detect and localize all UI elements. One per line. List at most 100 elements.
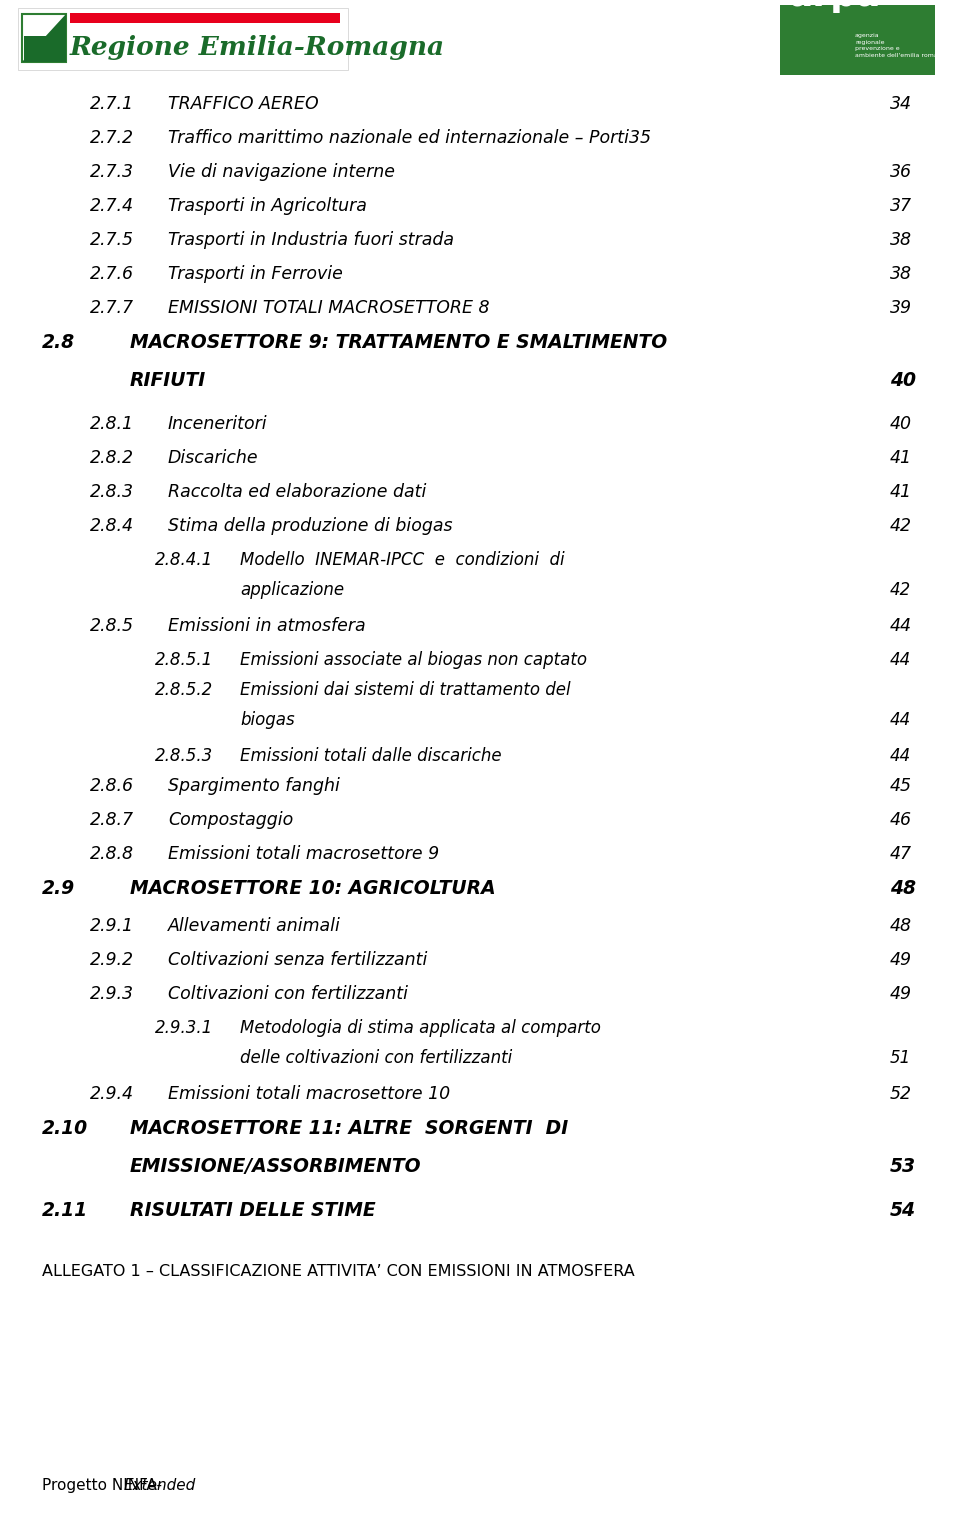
Text: EMISSIONE/ASSORBIMENTO: EMISSIONE/ASSORBIMENTO — [130, 1157, 421, 1176]
Text: 34: 34 — [890, 95, 912, 114]
Text: delle coltivazioni con fertilizzanti: delle coltivazioni con fertilizzanti — [240, 1049, 513, 1067]
Text: 2.9.4: 2.9.4 — [90, 1086, 134, 1104]
Text: 2.8.7: 2.8.7 — [90, 812, 134, 830]
Text: Emissioni dai sistemi di trattamento del: Emissioni dai sistemi di trattamento del — [240, 681, 570, 699]
Text: 2.11: 2.11 — [42, 1201, 88, 1220]
Text: 2.8.5: 2.8.5 — [90, 618, 134, 634]
Text: 2.9: 2.9 — [42, 880, 75, 898]
Text: RISULTATI DELLE STIME: RISULTATI DELLE STIME — [130, 1201, 375, 1220]
Text: Inceneritori: Inceneritori — [168, 415, 268, 433]
Text: MACROSETTORE 10: AGRICOLTURA: MACROSETTORE 10: AGRICOLTURA — [130, 880, 495, 898]
Text: 2.8.3: 2.8.3 — [90, 483, 134, 501]
Text: Emissioni in atmosfera: Emissioni in atmosfera — [168, 618, 366, 634]
Text: Stima della produzione di biogas: Stima della produzione di biogas — [168, 516, 452, 534]
Text: 2.8: 2.8 — [42, 333, 75, 351]
Text: 2.7.6: 2.7.6 — [90, 265, 134, 283]
Text: 38: 38 — [890, 265, 912, 283]
Text: 39: 39 — [890, 298, 912, 316]
Text: 2.8.6: 2.8.6 — [90, 777, 134, 795]
Text: 41: 41 — [890, 450, 912, 466]
Polygon shape — [22, 14, 66, 62]
Text: 2.7.4: 2.7.4 — [90, 197, 134, 215]
Text: 49: 49 — [890, 951, 912, 969]
Text: Trasporti in Agricoltura: Trasporti in Agricoltura — [168, 197, 367, 215]
Text: Vie di navigazione interne: Vie di navigazione interne — [168, 164, 395, 182]
Text: applicazione: applicazione — [240, 581, 344, 600]
Text: 2.7.5: 2.7.5 — [90, 232, 134, 248]
Text: 52: 52 — [890, 1086, 912, 1104]
Text: 36: 36 — [890, 164, 912, 182]
Text: 46: 46 — [890, 812, 912, 830]
FancyBboxPatch shape — [70, 14, 340, 23]
Text: TRAFFICO AEREO: TRAFFICO AEREO — [168, 95, 319, 114]
Text: Modello  INEMAR-IPCC  e  condizioni  di: Modello INEMAR-IPCC e condizioni di — [240, 551, 564, 569]
FancyBboxPatch shape — [22, 14, 66, 62]
FancyBboxPatch shape — [18, 8, 348, 70]
Text: Raccolta ed elaborazione dati: Raccolta ed elaborazione dati — [168, 483, 426, 501]
Text: MACROSETTORE 11: ALTRE  SORGENTI  DI: MACROSETTORE 11: ALTRE SORGENTI DI — [130, 1119, 568, 1139]
Text: Allevamenti animali: Allevamenti animali — [168, 917, 341, 936]
Text: Traffico marittimo nazionale ed internazionale – Porti35: Traffico marittimo nazionale ed internaz… — [168, 129, 651, 147]
Text: 44: 44 — [890, 618, 912, 634]
Text: Emissioni associate al biogas non captato: Emissioni associate al biogas non captat… — [240, 651, 587, 669]
Text: arpa: arpa — [788, 0, 880, 14]
Text: 2.9.2: 2.9.2 — [90, 951, 134, 969]
Text: 41: 41 — [890, 483, 912, 501]
Text: Emissioni totali dalle discariche: Emissioni totali dalle discariche — [240, 746, 502, 765]
FancyBboxPatch shape — [780, 5, 935, 76]
Text: Compostaggio: Compostaggio — [168, 812, 293, 830]
Text: RIFIUTI: RIFIUTI — [130, 371, 206, 391]
Text: Spargimento fanghi: Spargimento fanghi — [168, 777, 340, 795]
Text: 48: 48 — [890, 880, 916, 898]
Text: agenzia
regionale
prevenzione e
ambiente dell'emilia romagna: agenzia regionale prevenzione e ambiente… — [855, 33, 949, 58]
Text: Coltivazioni con fertilizzanti: Coltivazioni con fertilizzanti — [168, 986, 408, 1002]
Text: 42: 42 — [890, 581, 911, 600]
Text: 2.7.2: 2.7.2 — [90, 129, 134, 147]
Text: MACROSETTORE 9: TRATTAMENTO E SMALTIMENTO: MACROSETTORE 9: TRATTAMENTO E SMALTIMENT… — [130, 333, 667, 351]
Text: 2.9.1: 2.9.1 — [90, 917, 134, 936]
Text: Discariche: Discariche — [168, 450, 258, 466]
Text: 2.9.3: 2.9.3 — [90, 986, 134, 1002]
Text: EMISSIONI TOTALI MACROSETTORE 8: EMISSIONI TOTALI MACROSETTORE 8 — [168, 298, 490, 316]
Text: 2.7.3: 2.7.3 — [90, 164, 134, 182]
Text: 2.8.5.1: 2.8.5.1 — [155, 651, 213, 669]
Text: 40: 40 — [890, 371, 916, 391]
Text: 47: 47 — [890, 845, 912, 863]
Text: 44: 44 — [890, 712, 911, 730]
Text: 49: 49 — [890, 986, 912, 1002]
Text: ALLEGATO 1 – CLASSIFICAZIONE ATTIVITA’ CON EMISSIONI IN ATMOSFERA: ALLEGATO 1 – CLASSIFICAZIONE ATTIVITA’ C… — [42, 1264, 635, 1279]
Text: 2.10: 2.10 — [42, 1119, 88, 1139]
Text: Metodologia di stima applicata al comparto: Metodologia di stima applicata al compar… — [240, 1019, 601, 1037]
Text: 42: 42 — [890, 516, 912, 534]
Text: Emissioni totali macrosettore 10: Emissioni totali macrosettore 10 — [168, 1086, 450, 1104]
Text: 2.8.2: 2.8.2 — [90, 450, 134, 466]
Text: 48: 48 — [890, 917, 912, 936]
Text: 54: 54 — [890, 1201, 916, 1220]
FancyBboxPatch shape — [24, 36, 64, 62]
Text: 2.8.4: 2.8.4 — [90, 516, 134, 534]
Text: biogas: biogas — [240, 712, 295, 730]
Text: 2.7.7: 2.7.7 — [90, 298, 134, 316]
Text: Trasporti in Ferrovie: Trasporti in Ferrovie — [168, 265, 343, 283]
Text: 37: 37 — [890, 197, 912, 215]
Text: 2.8.4.1: 2.8.4.1 — [155, 551, 213, 569]
Text: 40: 40 — [890, 415, 912, 433]
Text: Regione Emilia-Romagna: Regione Emilia-Romagna — [70, 35, 445, 61]
Text: 44: 44 — [890, 651, 911, 669]
Text: Emissioni totali macrosettore 9: Emissioni totali macrosettore 9 — [168, 845, 439, 863]
Text: 2.8.1: 2.8.1 — [90, 415, 134, 433]
Text: Coltivazioni senza fertilizzanti: Coltivazioni senza fertilizzanti — [168, 951, 427, 969]
Text: Trasporti in Industria fuori strada: Trasporti in Industria fuori strada — [168, 232, 454, 248]
Text: Progetto NINFA-: Progetto NINFA- — [42, 1478, 162, 1493]
Text: 2.8.8: 2.8.8 — [90, 845, 134, 863]
Text: 51: 51 — [890, 1049, 911, 1067]
Text: 2.9.3.1: 2.9.3.1 — [155, 1019, 213, 1037]
Text: Extended: Extended — [124, 1478, 196, 1493]
Text: 44: 44 — [890, 746, 911, 765]
Text: 38: 38 — [890, 232, 912, 248]
Text: 45: 45 — [890, 777, 912, 795]
Text: 2.7.1: 2.7.1 — [90, 95, 134, 114]
Text: 2.8.5.2: 2.8.5.2 — [155, 681, 213, 699]
Text: 2.8.5.3: 2.8.5.3 — [155, 746, 213, 765]
Text: 53: 53 — [890, 1157, 916, 1176]
